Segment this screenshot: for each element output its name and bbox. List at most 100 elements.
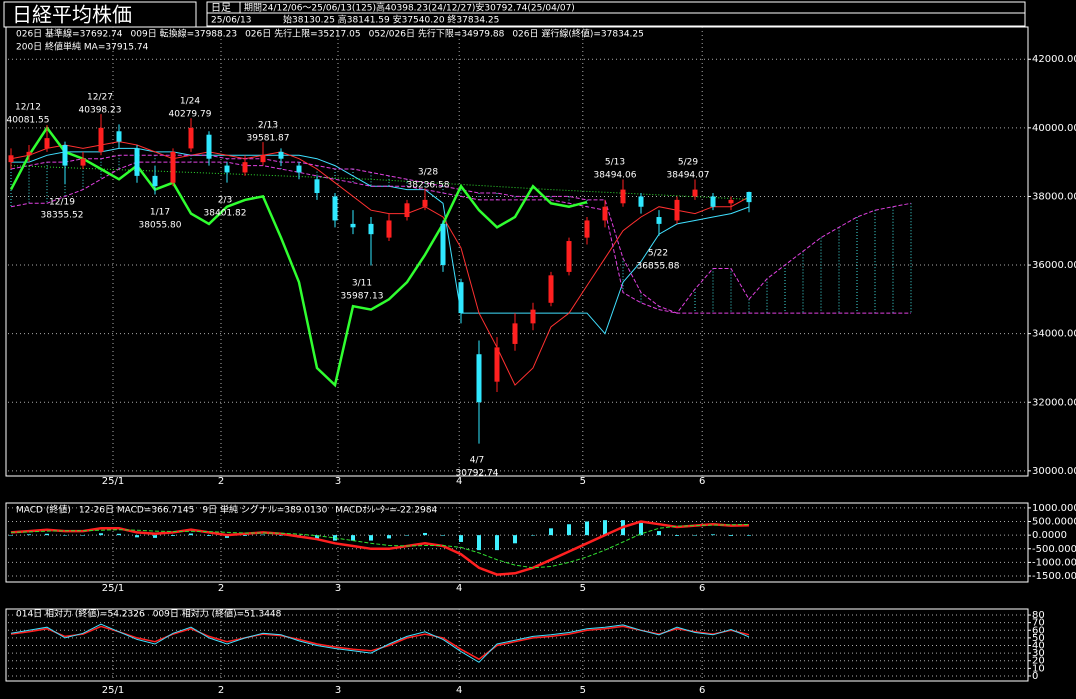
candle-body (458, 282, 464, 314)
annotation-date: 12/19 (49, 198, 75, 208)
annotation-price: 39581.87 (247, 134, 290, 144)
candle-body (152, 175, 158, 187)
y-tick-label: 20 (1032, 656, 1045, 667)
annotation-date: 5/29 (678, 158, 698, 168)
candle-body (188, 127, 194, 149)
x-tick-label: 25/1 (102, 476, 124, 487)
candle-body (692, 189, 698, 197)
candle-body (8, 155, 14, 163)
candle-body (422, 199, 428, 207)
candle-body (710, 196, 716, 207)
histogram-bar (675, 535, 679, 536)
histogram-bar (153, 535, 157, 538)
histogram-bar (459, 535, 463, 542)
histogram-bar (279, 535, 283, 536)
candle-body (566, 241, 572, 272)
histogram-bar (747, 535, 751, 536)
y-tick-label: 30 (1032, 648, 1045, 659)
legend-entry: 009日 相対力 (終値)=51.3448 (153, 608, 282, 620)
x-tick-label: 2 (218, 583, 224, 594)
annotation-price: 35987.13 (341, 292, 384, 302)
series-line (10, 141, 750, 386)
candle-body (638, 196, 644, 207)
annotation-price: 38494.06 (594, 171, 637, 181)
candle-body (548, 275, 554, 303)
y-tick-label: 40000.00 (1032, 123, 1076, 134)
histogram-bar (351, 535, 355, 541)
candle-body (80, 158, 86, 166)
legend-entry: 009日 転換線=37988.23 (131, 28, 238, 40)
annotation-date: 5/13 (605, 158, 625, 168)
series-line (10, 623, 750, 663)
histogram-bar (531, 535, 535, 536)
y-tick-label: 34000.00 (1032, 329, 1076, 340)
x-tick-label: 4 (456, 476, 462, 487)
candle-body (260, 155, 266, 163)
price-panel (5, 26, 1029, 477)
annotation-date: 1/17 (150, 208, 170, 218)
histogram-bar (135, 535, 139, 538)
candle-body (170, 151, 176, 183)
x-tick-label: 3 (335, 476, 341, 487)
y-tick-label: 10 (1032, 663, 1045, 674)
period-label: 日足 (211, 2, 231, 14)
x-tick-label: 5 (580, 583, 586, 594)
candle-body (296, 165, 302, 173)
candle-body (278, 151, 284, 159)
candle-body (242, 162, 248, 173)
legend-entry: 026日 遅行線(終値)=37834.25 (512, 28, 644, 40)
histogram-bar (495, 535, 499, 551)
x-tick-label: 6 (699, 583, 705, 594)
candle-body (314, 179, 320, 194)
histogram-bar (513, 535, 517, 544)
candle-body (440, 223, 446, 266)
y-tick-label: 38000.00 (1032, 191, 1076, 202)
legend-entry: 052/026日 先行下限=34979.88 (369, 28, 505, 40)
annotation-date: 3/28 (418, 168, 438, 178)
last-ohlc: 始38130.25 高38141.59 安37540.20 終37834.25 (283, 14, 499, 26)
x-tick-label: 3 (335, 583, 341, 594)
annotation-price: 38236.58 (407, 181, 450, 191)
y-tick-label: -1500.000 (1032, 571, 1076, 582)
y-tick-label: -1000.000 (1032, 557, 1076, 568)
period-info: 期間24/12/06～25/06/13(125)高40398.23(24/12/… (244, 2, 575, 14)
histogram-bar (387, 535, 391, 539)
histogram-bar (243, 535, 247, 536)
histogram-bar (261, 534, 265, 536)
histogram-bar (27, 534, 31, 536)
annotation-date: 12/12 (15, 103, 41, 113)
candle-body (386, 220, 392, 238)
legend-entry: 9日 単純 シグナル=389.0130 (202, 504, 327, 516)
annotation-date: 1/24 (180, 97, 200, 107)
candle-body (98, 127, 104, 152)
annotation-date: 3/11 (352, 279, 372, 289)
annotation-price: 40398.23 (79, 106, 122, 116)
histogram-bar (657, 531, 661, 536)
legend-entry: 026日 基準線=37692.74 (16, 28, 123, 40)
histogram-bar (729, 535, 733, 536)
annotation-date: 12/27 (87, 93, 113, 103)
candle-body (530, 309, 536, 324)
series-line (10, 520, 750, 576)
candle-body (584, 220, 590, 238)
legend-entry: 014日 相対力 (終値)=54.2326 (16, 608, 145, 620)
histogram-bar (549, 528, 553, 536)
y-tick-label: 70 (1032, 618, 1045, 629)
y-tick-label: 30000.00 (1032, 466, 1076, 477)
histogram-bar (423, 532, 427, 536)
legend-entry: 026日 先行上限=35217.05 (245, 28, 361, 40)
x-tick-label: 5 (580, 685, 586, 696)
histogram-bar (189, 533, 193, 536)
candle-body (404, 203, 410, 218)
histogram-bar (567, 524, 571, 536)
last-date: 25/06/13 (211, 16, 251, 26)
x-tick-label: 3 (335, 685, 341, 696)
annotation-price: 36855.88 (637, 262, 680, 272)
candle-body (350, 223, 356, 228)
x-tick-label: 2 (218, 476, 224, 487)
series-line (10, 154, 912, 314)
histogram-bar (603, 520, 607, 536)
annotation-price: 38494.07 (667, 171, 710, 181)
candle-body (368, 223, 374, 235)
x-tick-label: 5 (580, 476, 586, 487)
